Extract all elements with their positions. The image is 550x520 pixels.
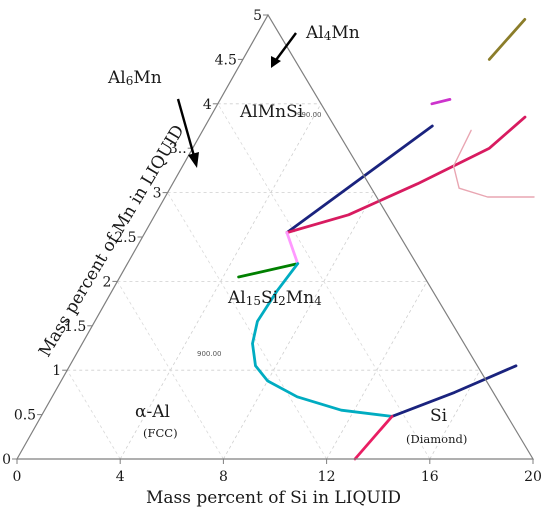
phase-boundary-0 xyxy=(285,124,434,234)
phase-boundary-1 xyxy=(285,115,527,234)
phase-note-fcc: (FCC) xyxy=(143,426,178,440)
y-tick-label: 2.5 xyxy=(114,230,136,246)
y-tick-label: 3 xyxy=(153,186,162,202)
grid-line-diag xyxy=(217,103,431,460)
y-tick-label: 1 xyxy=(52,363,61,379)
phase-label-al6mn: Al6Mn xyxy=(107,68,162,88)
arrow-al6mn xyxy=(176,98,199,168)
arrow-al4mn xyxy=(271,32,297,68)
y-tick-label: 5 xyxy=(253,8,262,24)
y-tick-label: 3.. xyxy=(169,141,187,157)
axis-ticks: 0 4 8 12 16 20 0 0.5 1 1.5 2 2.5 3 3.. 4 4.5 5 xyxy=(2,8,542,485)
y-tick-label: 4.5 xyxy=(215,52,237,68)
phase-note-diamond: (Diamond) xyxy=(406,432,467,446)
grid-line-diag xyxy=(167,192,327,460)
x-tick-label: 12 xyxy=(318,469,336,485)
y-tick-label: 0.5 xyxy=(14,408,36,424)
y-tick-label: 2 xyxy=(102,274,111,290)
x-tick-label: 16 xyxy=(421,469,439,485)
phase-boundary-7 xyxy=(487,18,527,61)
phase-label-almnsi: AlMnSi xyxy=(239,102,304,122)
phase-boundary-9 xyxy=(452,129,535,198)
x-axis-title: Mass percent of Si in LIQUID xyxy=(146,488,401,508)
phase-boundary-6 xyxy=(353,415,394,461)
phase-boundary-5 xyxy=(390,364,518,418)
isotherm-label-990: 990.00 xyxy=(297,111,322,119)
phase-label-al4mn: Al4Mn xyxy=(305,23,360,43)
x-tick-label: 8 xyxy=(219,469,228,485)
grid-line-diag xyxy=(66,369,121,460)
phase-boundary-4 xyxy=(251,262,394,418)
phase-boundary-2 xyxy=(237,262,300,279)
phase-label-si: Si xyxy=(430,406,448,426)
y-tick-label: 4 xyxy=(203,97,212,113)
x-tick-label: 0 xyxy=(13,469,22,485)
phase-boundaries xyxy=(237,18,535,461)
phase-boundary-3 xyxy=(285,231,300,265)
x-tick-label: 20 xyxy=(524,469,542,485)
phase-label-al15si2mn4: Al15Si2Mn4 xyxy=(227,288,322,308)
grid xyxy=(66,103,481,460)
y-axis-title: Mass percent of Mn in LIQUID xyxy=(35,122,189,361)
phase-boundary-8 xyxy=(430,98,452,106)
y-tick-label: 1.5 xyxy=(64,319,86,335)
isotherm-label-900: 900.00 xyxy=(197,350,222,358)
phase-label-alpha-al: α-Al xyxy=(135,402,170,422)
x-tick-label: 4 xyxy=(116,469,125,485)
grid-line-x xyxy=(223,192,375,460)
grid-line-diag xyxy=(117,281,224,460)
y-tick-label: 0 xyxy=(2,452,11,468)
